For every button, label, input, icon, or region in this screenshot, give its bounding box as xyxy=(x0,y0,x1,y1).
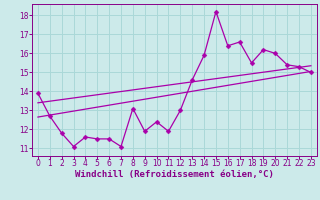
X-axis label: Windchill (Refroidissement éolien,°C): Windchill (Refroidissement éolien,°C) xyxy=(75,170,274,179)
